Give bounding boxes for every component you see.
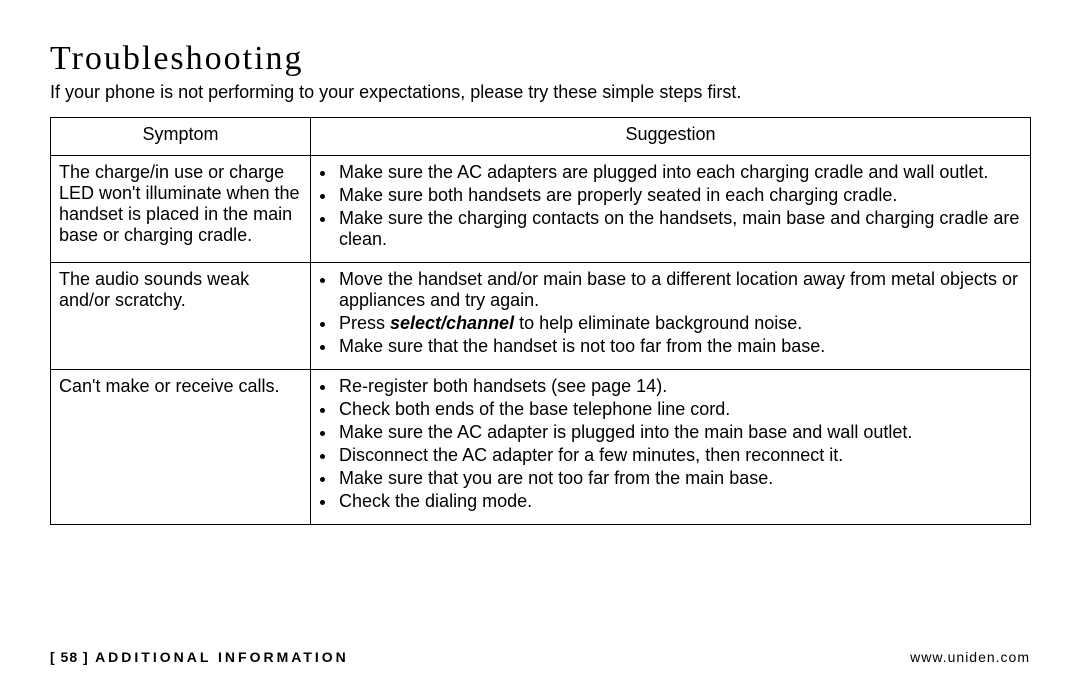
page-number: [ 58 ]: [50, 649, 89, 665]
suggestion-cell: Re-register both handsets (see page 14).…: [311, 370, 1031, 525]
list-item: Make sure that you are not too far from …: [337, 468, 1022, 489]
symptom-cell: Can't make or receive calls.: [51, 370, 311, 525]
header-suggestion: Suggestion: [311, 118, 1031, 156]
list-item: Make sure the AC adapter is plugged into…: [337, 422, 1022, 443]
page-footer: [ 58 ] ADDITIONAL INFORMATION www.uniden…: [50, 649, 1030, 665]
header-symptom: Symptom: [51, 118, 311, 156]
footer-url: www.uniden.com: [910, 649, 1030, 665]
intro-text: If your phone is not performing to your …: [50, 82, 1030, 103]
list-item: Check the dialing mode.: [337, 491, 1022, 512]
troubleshooting-table: Symptom Suggestion The charge/in use or …: [50, 117, 1031, 525]
symptom-cell: The audio sounds weak and/or scratchy.: [51, 263, 311, 370]
footer-section: ADDITIONAL INFORMATION: [95, 649, 349, 665]
table-body: The charge/in use or charge LED won't il…: [51, 156, 1031, 525]
list-item: Disconnect the AC adapter for a few minu…: [337, 445, 1022, 466]
list-item: Make sure the charging contacts on the h…: [337, 208, 1022, 250]
suggestion-cell: Make sure the AC adapters are plugged in…: [311, 156, 1031, 263]
suggestion-list: Move the handset and/or main base to a d…: [319, 269, 1022, 357]
suggestion-list: Make sure the AC adapters are plugged in…: [319, 162, 1022, 250]
list-item: Check both ends of the base telephone li…: [337, 399, 1022, 420]
list-item: Make sure the AC adapters are plugged in…: [337, 162, 1022, 183]
table-row: The charge/in use or charge LED won't il…: [51, 156, 1031, 263]
list-item: Make sure that the handset is not too fa…: [337, 336, 1022, 357]
suggestion-list: Re-register both handsets (see page 14).…: [319, 376, 1022, 512]
table-row: The audio sounds weak and/or scratchy. Mo…: [51, 263, 1031, 370]
list-item: Press select/channel to help eliminate b…: [337, 313, 1022, 334]
list-item: Move the handset and/or main base to a d…: [337, 269, 1022, 311]
emphasis: select/channel: [390, 313, 514, 333]
table-row: Can't make or receive calls.Re-register …: [51, 370, 1031, 525]
page-title: Troubleshooting: [50, 40, 1030, 78]
list-item: Make sure both handsets are properly sea…: [337, 185, 1022, 206]
list-item: Re-register both handsets (see page 14).: [337, 376, 1022, 397]
table-header-row: Symptom Suggestion: [51, 118, 1031, 156]
suggestion-cell: Move the handset and/or main base to a d…: [311, 263, 1031, 370]
footer-left: [ 58 ] ADDITIONAL INFORMATION: [50, 649, 349, 665]
symptom-cell: The charge/in use or charge LED won't il…: [51, 156, 311, 263]
manual-page: Troubleshooting If your phone is not per…: [0, 0, 1080, 687]
